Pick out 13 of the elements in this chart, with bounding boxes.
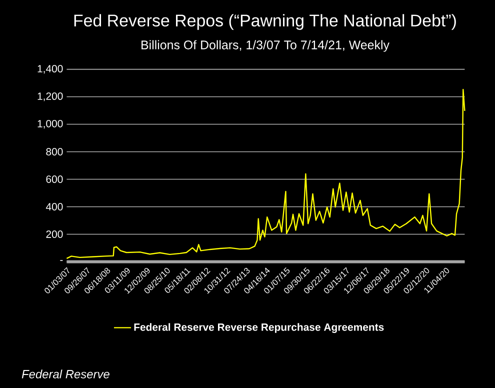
legend-label: Federal Reserve Reverse Repurchase Agreements [134, 323, 384, 333]
y-tick-label: 1,200 [38, 92, 63, 102]
y-tick-label: 800 [46, 148, 63, 156]
y-tick-label: - [60, 260, 63, 261]
chart-title: Fed Reverse Repos (“Pawning The National Debt”) [74, 14, 456, 30]
y-tick-label: 400 [46, 203, 63, 210]
chart-subtitle: Billions Of Dollars, 1/3/07 To 7/14/21, Weekly [142, 40, 390, 52]
text: Federal Reserve [22, 370, 110, 378]
y-tick-label: 1,400 [38, 64, 63, 74]
y-tick-label: 200 [46, 230, 63, 238]
y-tick-label: 1,000 [38, 120, 63, 129]
y-tick-label: 600 [46, 176, 63, 183]
line-series [66, 88, 466, 259]
